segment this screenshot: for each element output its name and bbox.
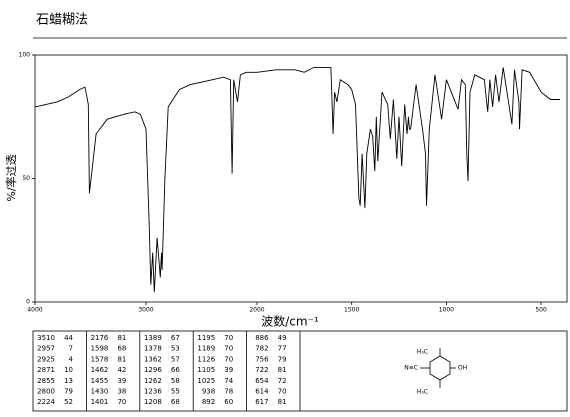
peak-wavenumber: 617	[255, 398, 268, 406]
peak-wavenumber: 1462	[91, 366, 109, 374]
peak-wavenumber: 1126	[197, 355, 215, 363]
x-tick-label: 3000	[138, 307, 153, 314]
peak-wavenumber: 1362	[144, 355, 162, 363]
x-tick-label: 500	[535, 307, 547, 314]
y-axis-label: %/率过透	[4, 154, 18, 201]
peak-wavenumber: 1025	[197, 377, 215, 385]
y-tick-label: 100	[19, 52, 31, 59]
peak-transmittance: 49	[278, 334, 287, 342]
peak-wavenumber: 2871	[37, 366, 55, 374]
peak-wavenumber: 1262	[144, 377, 162, 385]
peak-transmittance: 52	[64, 398, 73, 406]
peak-transmittance: 70	[224, 334, 233, 342]
peak-wavenumber: 2800	[37, 388, 55, 396]
peak-transmittance: 79	[64, 388, 73, 396]
peak-wavenumber: 2925	[37, 355, 55, 363]
peak-wavenumber: 782	[255, 345, 268, 353]
peak-wavenumber: 756	[255, 355, 269, 363]
peak-transmittance: 42	[117, 366, 126, 374]
structure	[420, 348, 456, 388]
peak-wavenumber: 3510	[37, 334, 55, 342]
peak-wavenumber: 1208	[144, 398, 162, 406]
peak-transmittance: 44	[64, 334, 73, 342]
structure-label: H₃C	[417, 349, 428, 356]
structure-label: H₃C	[417, 389, 428, 396]
peak-transmittance: 81	[117, 355, 126, 363]
peak-wavenumber: 1195	[197, 334, 215, 342]
peak-transmittance: 77	[278, 345, 287, 353]
peak-wavenumber: 1296	[144, 366, 162, 374]
peak-wavenumber: 2224	[37, 398, 55, 406]
peak-transmittance: 68	[171, 398, 180, 406]
y-tick-label: 50	[22, 175, 30, 182]
peak-wavenumber: 1189	[197, 345, 215, 353]
peak-wavenumber: 892	[202, 398, 215, 406]
peak-transmittance: 39	[224, 366, 233, 374]
peak-transmittance: 70	[224, 345, 233, 353]
peak-transmittance: 58	[171, 377, 180, 385]
x-tick-label: 2000	[249, 307, 264, 314]
peak-transmittance: 81	[278, 366, 287, 374]
peak-transmittance: 55	[171, 388, 180, 396]
peak-wavenumber: 1578	[91, 355, 109, 363]
peak-transmittance: 81	[117, 334, 126, 342]
peak-transmittance: 67	[171, 334, 180, 342]
peak-transmittance: 79	[278, 355, 287, 363]
x-axis-label: 波数/cm⁻¹	[261, 314, 319, 329]
structure-label: OH	[458, 365, 467, 372]
peak-transmittance: 57	[171, 355, 180, 363]
peak-transmittance: 70	[278, 388, 287, 396]
peak-wavenumber: 1455	[91, 377, 109, 385]
peak-transmittance: 4	[69, 355, 74, 363]
plot-frame	[34, 54, 568, 303]
peak-wavenumber: 938	[202, 388, 215, 396]
y-tick-label: 0	[26, 299, 30, 306]
peak-wavenumber: 1389	[144, 334, 162, 342]
peak-wavenumber: 1105	[197, 366, 215, 374]
peak-wavenumber: 722	[255, 366, 268, 374]
peak-wavenumber: 2855	[37, 377, 55, 385]
peak-transmittance: 72	[278, 377, 287, 385]
peak-transmittance: 81	[278, 398, 287, 406]
peak-wavenumber: 1378	[144, 345, 162, 353]
peak-transmittance: 60	[224, 398, 233, 406]
peak-wavenumber: 1401	[91, 398, 109, 406]
spectrum-line	[34, 66, 560, 293]
peak-wavenumber: 1430	[91, 388, 109, 396]
peak-wavenumber: 886	[255, 334, 269, 342]
x-tick-label: 1000	[439, 307, 454, 314]
peak-wavenumber: 2957	[37, 345, 55, 353]
x-tick-label: 1500	[344, 307, 359, 314]
structure-label: N≡C	[404, 365, 418, 372]
peak-wavenumber: 2176	[91, 334, 109, 342]
peak-transmittance: 10	[64, 366, 73, 374]
peak-transmittance: 13	[64, 377, 73, 385]
ring	[429, 355, 451, 381]
peak-wavenumber: 1598	[91, 345, 109, 353]
peak-transmittance: 38	[117, 388, 126, 396]
peak-transmittance: 39	[117, 377, 126, 385]
title: 石蜡糊法	[36, 12, 88, 28]
peak-transmittance: 70	[117, 398, 126, 406]
peak-transmittance: 74	[224, 377, 233, 385]
peak-transmittance: 68	[117, 345, 126, 353]
peak-transmittance: 7	[69, 345, 73, 353]
peak-transmittance: 78	[224, 388, 233, 396]
peak-wavenumber: 1236	[144, 388, 162, 396]
x-tick-label: 4000	[27, 307, 42, 314]
peak-transmittance: 70	[224, 355, 233, 363]
peak-transmittance: 66	[171, 366, 180, 374]
peak-wavenumber: 614	[255, 388, 269, 396]
peak-wavenumber: 654	[255, 377, 269, 385]
peak-transmittance: 53	[171, 345, 180, 353]
